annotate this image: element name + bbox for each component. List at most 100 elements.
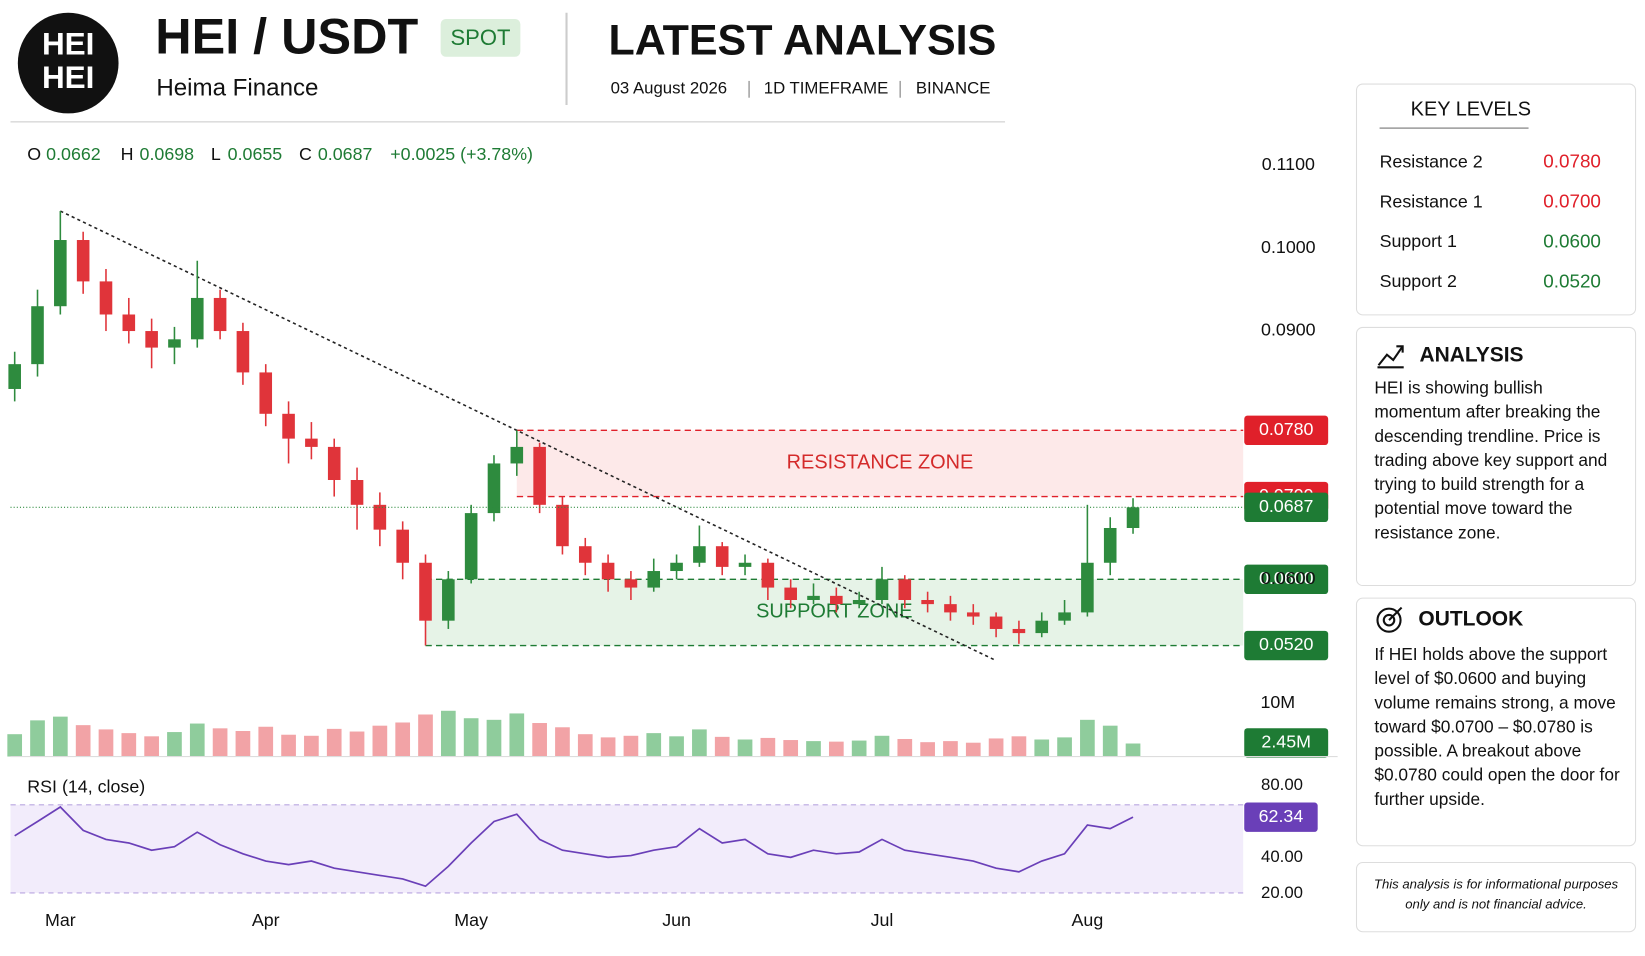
candle-body: [213, 297, 227, 332]
volume-bar: [440, 710, 456, 757]
level-badge: [1244, 630, 1329, 661]
candle-body: [442, 579, 455, 621]
zone: [425, 579, 1244, 646]
level-badge-label: 0.0600: [1259, 568, 1314, 588]
candle-body: [1035, 620, 1049, 634]
candle-body: [556, 504, 569, 547]
volume-bar: [486, 719, 502, 757]
key-level-value: 0.0520: [1543, 271, 1601, 292]
candle-body: [510, 446, 524, 464]
candle-body: [76, 240, 90, 282]
rsi-tick-label: 80.00: [1261, 775, 1303, 794]
ohlc-value: 0.0698: [140, 144, 195, 164]
candle-body: [8, 364, 21, 389]
outlook-icon: [1376, 606, 1403, 633]
candle-body: [578, 546, 592, 563]
analysis-text: HEI is showing bullish momentum after br…: [1374, 378, 1608, 543]
volume-bar: [692, 729, 707, 757]
analysis-body: HEI is showing bullish momentum after br…: [1374, 378, 1608, 543]
y-tick-label: 0.1100: [1262, 154, 1315, 174]
volume-bar: [372, 725, 388, 757]
key-levels-panel: [1355, 83, 1637, 316]
key-level-name: Support 2: [1380, 271, 1457, 291]
candle-body: [54, 240, 67, 307]
volume-bar: [1057, 737, 1072, 757]
zone-label: RESISTANCE ZONE: [787, 452, 974, 474]
candle-body: [533, 446, 546, 505]
candle-body: [830, 595, 843, 605]
candle-body: [327, 446, 341, 481]
logo: [17, 12, 119, 114]
volume-tick-label: 10M: [1260, 692, 1295, 712]
key-level-name: Support 1: [1380, 231, 1457, 251]
candle-body: [807, 595, 820, 600]
spot-label: SPOT: [451, 25, 511, 50]
volume-bar: [623, 735, 639, 757]
x-tick-label: Aug: [1072, 910, 1104, 930]
volume-bar: [760, 737, 776, 757]
candle-body: [99, 281, 113, 315]
volume-bar: [98, 729, 114, 757]
level-badge-label: 0.0520: [1259, 634, 1314, 654]
key-level-value: 0.0700: [1543, 192, 1601, 213]
volume-bar: [577, 734, 593, 757]
exchange: BINANCE: [916, 79, 991, 98]
volume-bar: [189, 723, 205, 757]
plot: O 0.0662 H 0.0698 L 0.0655 C 0.0687 +0.0025 (+3.…: [7, 144, 1601, 930]
rsi-badge-label: 62.34: [1259, 806, 1304, 826]
candle-body: [1081, 562, 1094, 613]
candle-body: [601, 562, 615, 580]
y-tick-label: 0.0900: [1261, 320, 1316, 340]
volume-bar: [75, 725, 91, 757]
timeframe: 1D TIMEFRAME: [764, 79, 889, 98]
candle-body: [282, 413, 295, 439]
candle-body: [852, 599, 866, 605]
x-tick-label: Jul: [871, 910, 894, 930]
candle-body: [145, 331, 158, 348]
candle-body: [693, 546, 706, 563]
candle-body: [305, 438, 318, 447]
volume-bar: [783, 740, 799, 757]
y-tick-label: 0.0600: [1261, 568, 1316, 588]
volume-bar: [7, 734, 23, 757]
volume-bar: [52, 716, 68, 757]
current-price-badge: [1244, 492, 1329, 522]
candle-body: [487, 463, 501, 514]
volume-bar: [509, 713, 525, 757]
volume-bar: [212, 728, 228, 757]
volume-bar: [532, 723, 547, 757]
logo-text: HEI: [42, 60, 94, 95]
volume-bar: [714, 736, 730, 757]
volume-bar: [144, 736, 159, 757]
rsi-label: RSI (14, close): [27, 777, 145, 797]
volume-bar: [828, 741, 844, 757]
candle-body: [966, 612, 980, 617]
volume-bar: [851, 740, 867, 757]
candle-body: [647, 571, 661, 588]
x-tick-label: May: [454, 910, 488, 930]
ohlc-value: 0.0655: [228, 144, 283, 164]
volume-bar: [874, 735, 890, 757]
volume-bar: [669, 736, 684, 757]
analysis-icon: [1377, 345, 1404, 369]
outlook-panel: [1355, 597, 1637, 847]
volume-bar: [1125, 743, 1141, 757]
rsi-band: [10, 804, 1244, 893]
volume-bar: [30, 720, 45, 757]
candle-body: [1012, 628, 1026, 634]
key-level-value: 0.0780: [1543, 152, 1601, 173]
volume-bar: [304, 735, 319, 757]
candle-body: [373, 504, 387, 530]
key-level-value: 0.0600: [1543, 231, 1601, 252]
level-badge: [1244, 415, 1329, 446]
candle-body: [738, 562, 752, 567]
candle-body: [259, 372, 273, 414]
volume-bar: [281, 734, 296, 757]
ohlc-value: 0.0662: [46, 144, 101, 164]
candle-body: [670, 562, 683, 572]
volume-bar: [349, 731, 365, 757]
volume-bar: [806, 741, 821, 757]
rsi-tick-label: 40.00: [1261, 847, 1303, 866]
ohlc-key: H: [121, 144, 134, 164]
